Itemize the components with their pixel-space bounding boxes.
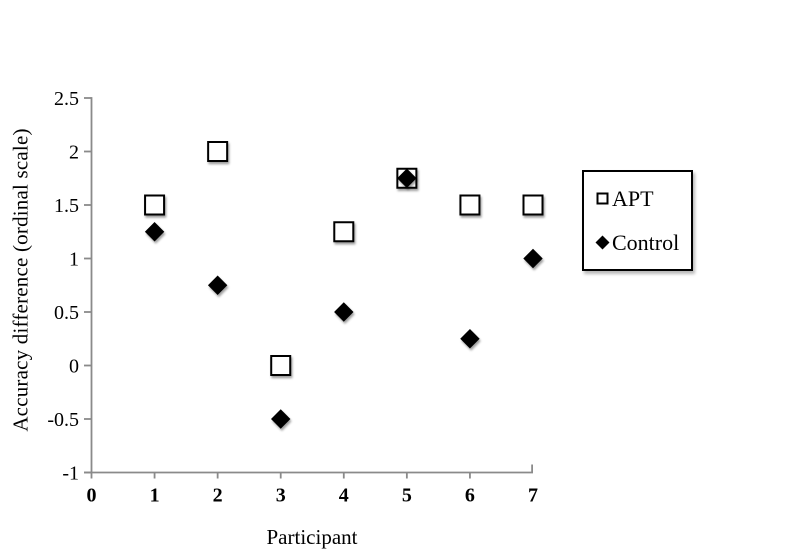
y-tick-label-1: 1 xyxy=(69,249,79,271)
x-tick-label-2: 2 xyxy=(213,485,223,507)
y-tick-label-1.5: 1.5 xyxy=(54,195,79,217)
x-tick-label-7: 7 xyxy=(528,485,538,507)
y-tick-label-2: 2 xyxy=(69,142,79,164)
marker-apt-p7 xyxy=(522,194,544,216)
marker-control-p5 xyxy=(397,168,417,188)
x-tick-label-0: 0 xyxy=(87,485,97,507)
x-tick-label-1: 1 xyxy=(150,485,160,507)
marker-apt-p4 xyxy=(333,221,355,243)
y-tick-label-2.5: 2.5 xyxy=(54,88,79,110)
marker-control-p3 xyxy=(271,409,291,429)
x-axis-title: Participant xyxy=(266,525,358,549)
marker-control-p1 xyxy=(144,222,165,242)
filled-diamond-icon xyxy=(595,235,610,250)
y-axis-title: Accuracy difference (ordinal scale) xyxy=(8,128,33,432)
open-square-icon xyxy=(596,192,609,205)
x-tick-label-6: 6 xyxy=(465,485,475,507)
marker-apt-p3 xyxy=(270,355,292,376)
legend-item-apt: APT xyxy=(595,185,691,211)
y-tick-label-0.5: 0.5 xyxy=(54,302,79,324)
y-tick-label--1: -1 xyxy=(62,463,79,485)
y-tick-label-0: 0 xyxy=(69,356,79,378)
legend-label-apt: APT xyxy=(612,185,654,211)
y-tick-label--0.5: -0.5 xyxy=(47,409,79,431)
marker-control-p4 xyxy=(334,302,354,322)
marker-control-p7 xyxy=(523,248,543,269)
marker-apt-p6 xyxy=(459,194,481,216)
marker-apt-p1 xyxy=(144,194,166,216)
x-tick-label-5: 5 xyxy=(402,485,412,507)
marker-control-p6 xyxy=(460,329,480,349)
x-tick-label-3: 3 xyxy=(276,485,286,507)
marker-apt-p2 xyxy=(207,141,229,162)
legend-item-control: Control xyxy=(595,229,691,255)
marker-control-p2 xyxy=(207,275,228,295)
legend: APT Control xyxy=(582,170,693,271)
legend-label-control: Control xyxy=(612,229,680,255)
x-tick-label-4: 4 xyxy=(339,485,349,507)
